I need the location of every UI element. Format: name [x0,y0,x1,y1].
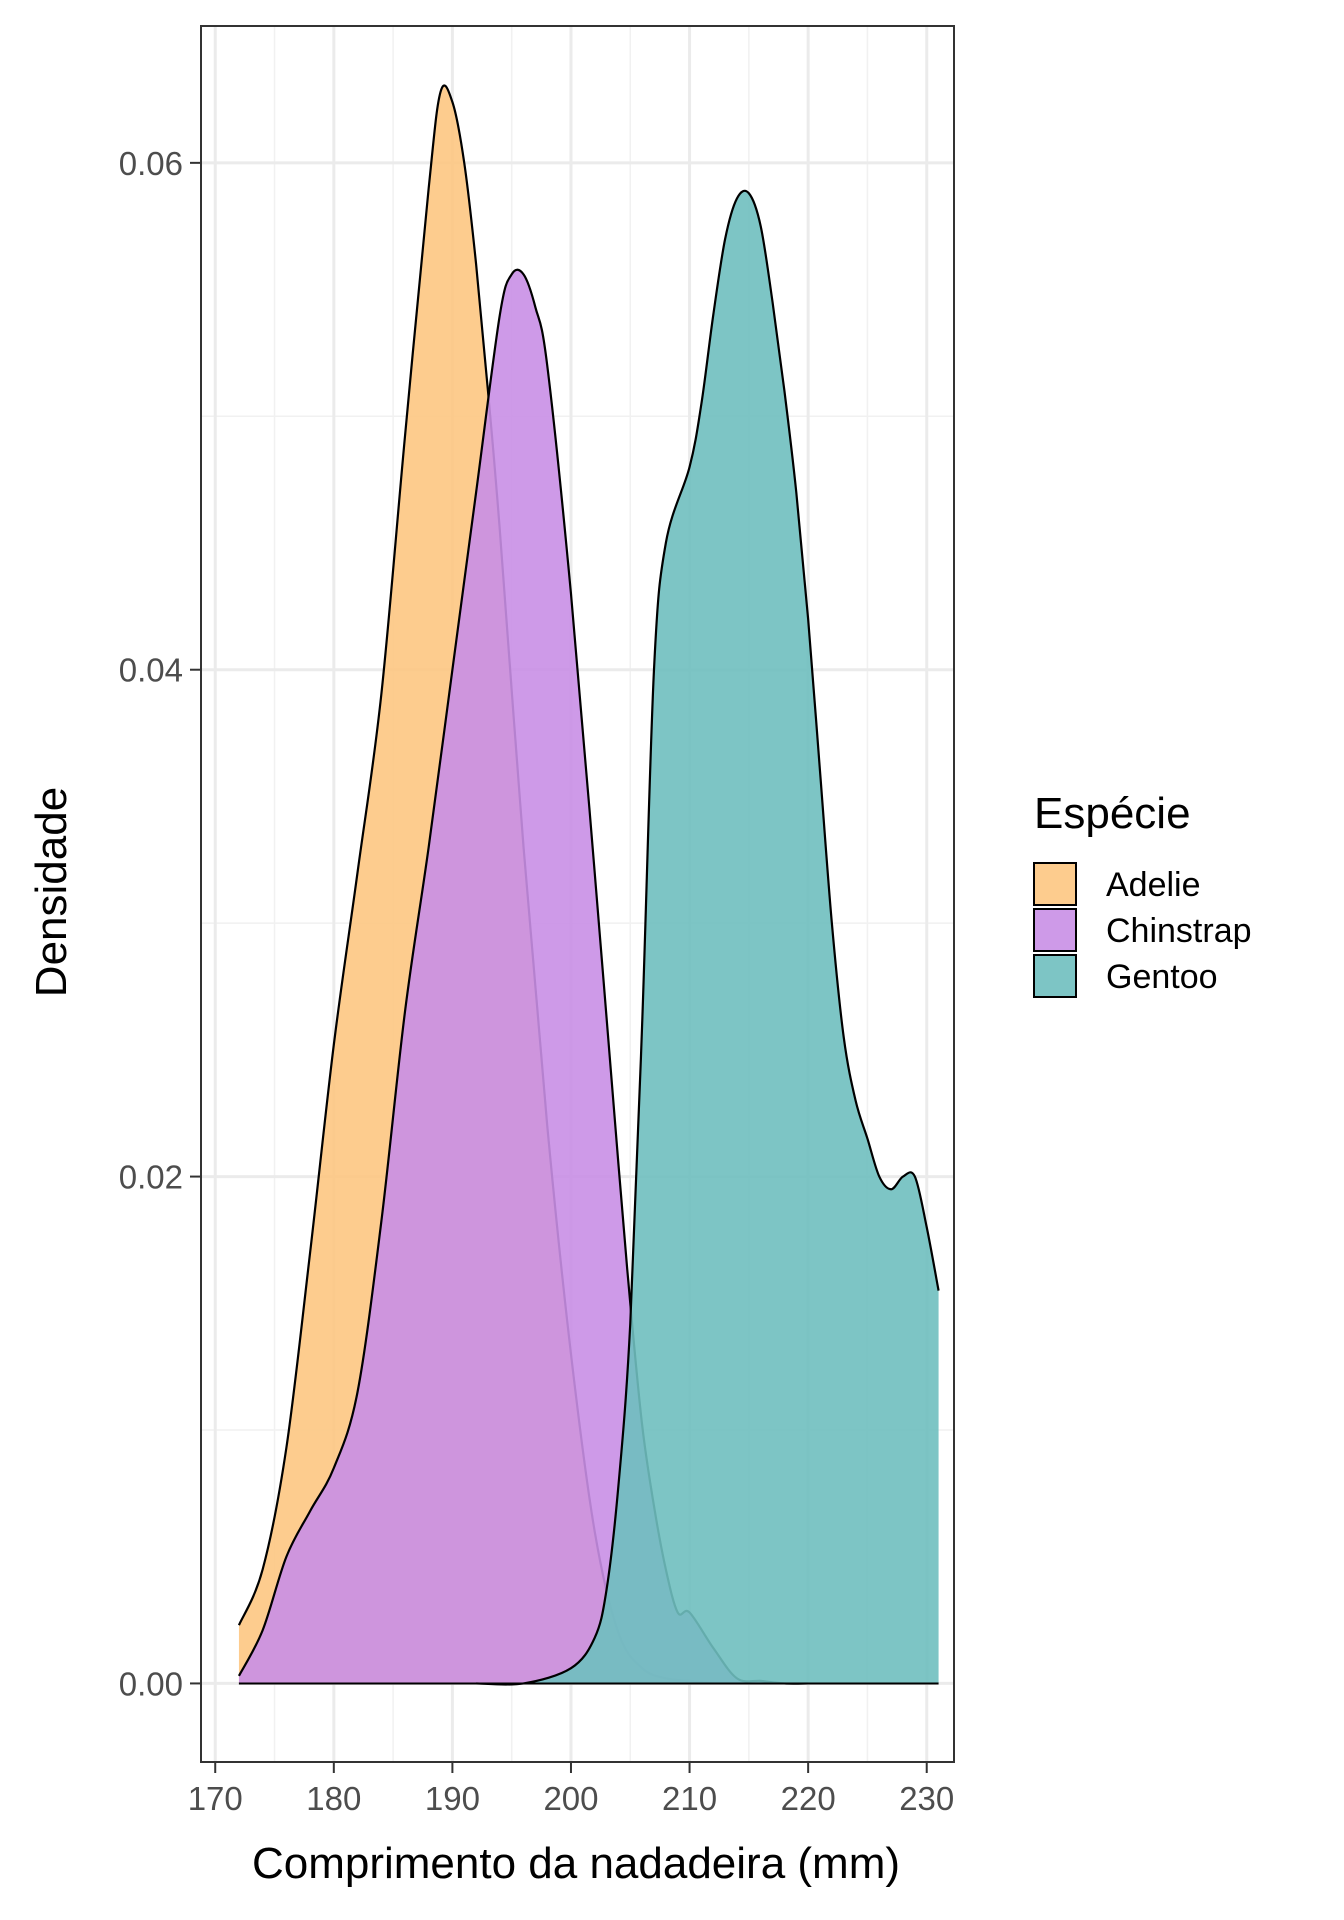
y-tick-label: 0.02 [119,1159,183,1196]
x-tick-label: 230 [899,1780,954,1817]
legend: Espécie Adelie Chinstrap Gentoo [1033,789,1252,998]
axes: 170 180 190 200 210 220 230 0.00 0.02 0.04 0.06 [119,145,954,1817]
density-outline-gentoo [476,189,940,1686]
x-tick-label: 200 [543,1780,598,1817]
y-tick-label: 0.06 [119,145,183,182]
legend-label-adelie: Adelie [1106,866,1201,904]
x-tick-label: 220 [781,1780,836,1817]
panel-border [200,25,955,1763]
y-tick-label: 0.04 [119,652,183,689]
x-tick-label: 170 [188,1780,243,1817]
y-tick-label: 0.00 [119,1665,183,1702]
density-area-chinstrap [238,269,809,1684]
plot-panel [200,25,955,1763]
legend-key-gentoo [1033,954,1077,998]
y-axis-title: Densidade [27,787,76,997]
legend-key-chinstrap [1033,908,1077,952]
legend-label-chinstrap: Chinstrap [1106,912,1252,950]
legend-label-gentoo: Gentoo [1106,958,1218,996]
x-tick-label: 210 [662,1780,717,1817]
x-tick-label: 190 [425,1780,480,1817]
x-tick-label: 180 [306,1780,361,1817]
density-area-gentoo [476,190,939,1685]
legend-key-adelie [1033,862,1077,906]
x-axis-title: Comprimento da nadadeira (mm) [252,1839,900,1888]
legend-title: Espécie [1034,789,1191,838]
